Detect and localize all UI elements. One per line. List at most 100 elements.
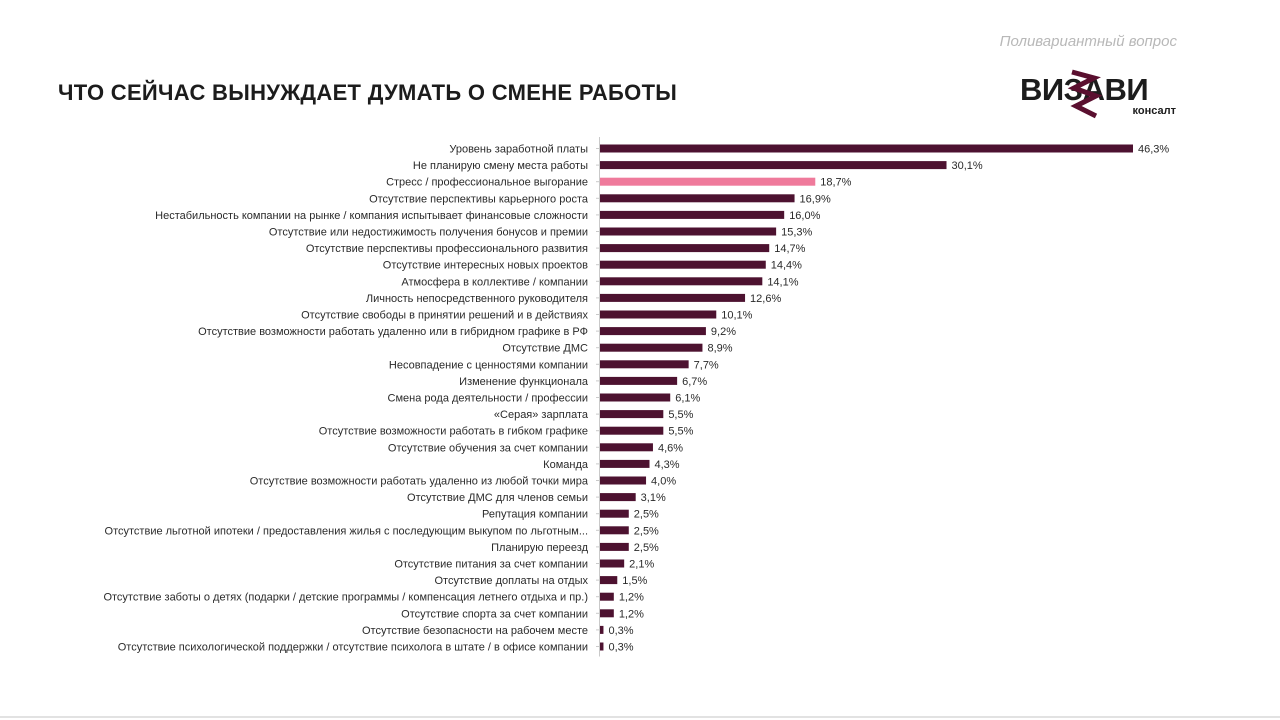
bar-row: Отсутствие или недостижимость получения …	[269, 227, 813, 239]
category-label: Изменение функционала	[459, 376, 589, 388]
value-label: 46,3%	[1138, 144, 1169, 156]
value-label: 16,9%	[800, 193, 831, 205]
bar-row: Отсутствие доплаты на отдых 1,5%	[435, 575, 648, 587]
bar-row: Отсутствие психологической поддержки / о…	[118, 642, 634, 654]
value-label: 14,1%	[767, 276, 798, 288]
bar	[600, 426, 664, 435]
bar	[600, 509, 629, 518]
category-label: Личность непосредственного руководителя	[366, 293, 588, 305]
bar-row: Отсутствие обучения за счет компании 4,6%	[388, 442, 683, 454]
category-label: Несовпадение с ценностями компании	[389, 359, 588, 371]
bar	[600, 327, 706, 336]
bar-row: Отсутствие свободы в принятии решений и …	[301, 310, 753, 322]
bar-row: Отсутствие перспективы профессионального…	[306, 243, 806, 255]
bar-row: Репутация компании 2,5%	[482, 509, 659, 521]
bar	[600, 542, 629, 551]
bar-row: Отсутствие ДМС 8,9%	[502, 343, 732, 355]
bar-row: Отсутствие безопасности на рабочем месте…	[362, 625, 634, 637]
category-label: Отсутствие свободы в принятии решений и …	[301, 310, 588, 322]
category-label: Отсутствие заботы о детях (подарки / дет…	[103, 592, 588, 604]
bar	[600, 526, 629, 535]
company-logo: ВИЗАВИ консалт	[1020, 66, 1180, 122]
category-label: Стресс / профессиональное выгорание	[386, 177, 588, 189]
value-label: 0,3%	[608, 642, 633, 654]
bar	[600, 376, 678, 385]
category-label: Отсутствие психологической поддержки / о…	[118, 642, 588, 654]
category-label: Смена рода деятельности / профессии	[388, 393, 588, 405]
value-label: 5,5%	[668, 409, 693, 421]
bar	[600, 410, 664, 419]
bar-row: Несовпадение с ценностями компании 7,7%	[389, 359, 719, 371]
page-title: ЧТО СЕЙЧАС ВЫНУЖДАЕТ ДУМАТЬ О СМЕНЕ РАБО…	[58, 80, 678, 105]
value-label: 2,5%	[634, 525, 659, 537]
bar-row: Отсутствие интересных новых проектов 14,4…	[383, 260, 802, 272]
category-label: Отсутствие безопасности на рабочем месте	[362, 625, 588, 637]
bar	[600, 625, 604, 634]
bar-row: Изменение функционала 6,7%	[459, 376, 707, 388]
bar	[600, 360, 689, 369]
value-label: 12,6%	[750, 293, 781, 305]
category-label: Атмосфера в коллективе / компании	[401, 276, 588, 288]
value-label: 2,5%	[634, 542, 659, 554]
bar-row: Отсутствие возможности работать удаленно…	[250, 476, 677, 488]
category-label: Отсутствие ДМС	[502, 343, 588, 355]
value-label: 8,9%	[707, 343, 732, 355]
category-label: Не планирую смену места работы	[413, 160, 588, 172]
value-label: 30,1%	[952, 160, 983, 172]
bar-row: Отсутствие льготной ипотеки / предоставл…	[105, 525, 660, 537]
bar	[600, 310, 717, 319]
bar-row: Не планирую смену места работы 30,1%	[413, 160, 983, 172]
value-label: 10,1%	[721, 310, 752, 322]
category-label: Команда	[543, 459, 589, 471]
bar-row: Отсутствие питания за счет компании 2,1%	[394, 559, 654, 571]
bar-row: «Серая» зарплата 5,5%	[494, 409, 694, 421]
category-label: «Серая» зарплата	[494, 409, 589, 421]
bar-row: Планирую переезд 2,5%	[491, 542, 659, 554]
category-label: Отсутствие интересных новых проектов	[383, 260, 588, 272]
category-label: Отсутствие перспективы карьерного роста	[369, 193, 589, 205]
bar	[600, 592, 614, 601]
bar	[600, 277, 763, 286]
bar	[600, 609, 614, 618]
bar	[600, 559, 625, 568]
bar	[600, 210, 785, 219]
category-label: Отсутствие или недостижимость получения …	[269, 227, 588, 239]
bar-row: Нестабильность компании на рынке / компа…	[155, 210, 820, 222]
category-label: Отсутствие возможности работать удаленно…	[198, 326, 588, 338]
bar	[600, 343, 703, 352]
logo-zigzag-icon	[1067, 69, 1102, 119]
value-label: 0,3%	[608, 625, 633, 637]
bar-row: Отсутствие возможности работать в гибком…	[319, 426, 694, 438]
bar	[600, 493, 636, 502]
category-label: Уровень заработной платы	[449, 144, 588, 156]
value-label: 2,5%	[634, 509, 659, 521]
question-type-label: Поливариантный вопрос	[999, 33, 1177, 50]
highlighted-bar	[600, 177, 816, 186]
category-label: Нестабильность компании на рынке / компа…	[155, 210, 588, 222]
category-label: Отсутствие льготной ипотеки / предоставл…	[105, 525, 588, 537]
category-label: Отсутствие питания за счет компании	[394, 559, 588, 571]
bar	[600, 293, 746, 302]
value-label: 9,2%	[711, 326, 736, 338]
value-label: 14,7%	[774, 243, 805, 255]
bar-row: Отсутствие ДМС для членов семьи 3,1%	[407, 492, 666, 504]
value-label: 4,3%	[655, 459, 680, 471]
bar-row: Отсутствие перспективы карьерного роста 1…	[369, 193, 831, 205]
value-label: 18,7%	[820, 177, 851, 189]
value-label: 6,1%	[675, 393, 700, 405]
category-label: Планирую переезд	[491, 542, 588, 554]
bar	[600, 476, 647, 485]
bar-chart: Уровень заработной платы 46,3% Не планирую…	[103, 137, 1169, 657]
footer-divider	[0, 716, 1280, 718]
value-label: 4,0%	[651, 476, 676, 488]
value-label: 3,1%	[641, 492, 666, 504]
value-label: 7,7%	[694, 359, 719, 371]
value-label: 15,3%	[781, 227, 812, 239]
bar	[600, 144, 1133, 153]
logo-subtitle: консалт	[1132, 105, 1176, 117]
bar-row: Стресс / профессиональное выгорание 18,7%	[386, 177, 852, 189]
bar-row: Отсутствие спорта за счет компании 1,2%	[401, 608, 644, 620]
category-label: Отсутствие перспективы профессионального…	[306, 243, 588, 255]
bar	[600, 260, 766, 269]
bar	[600, 161, 947, 170]
